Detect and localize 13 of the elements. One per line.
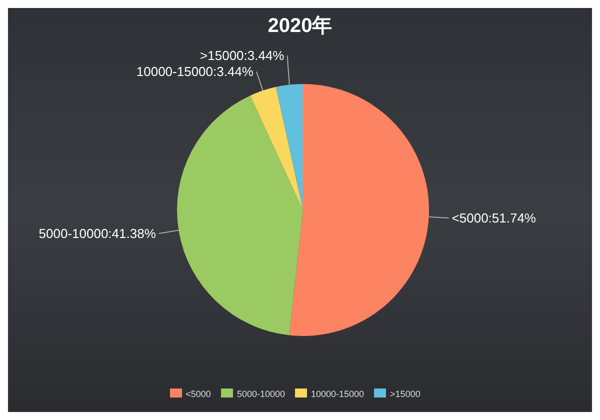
pie-slice [289, 84, 429, 336]
data-label: 10000-15000:3.44% [136, 64, 254, 80]
legend-label: <5000 [186, 389, 211, 399]
pie-slice [250, 86, 303, 210]
legend-label: 5000-10000 [236, 389, 285, 399]
pie-slice [276, 84, 303, 210]
legend-label: 10000-15000 [310, 389, 364, 399]
pie-slice [177, 96, 303, 336]
legend-label: >15000 [390, 389, 420, 399]
data-label: >15000:3.44% [200, 48, 285, 64]
chart-title: 2020年 [268, 15, 332, 37]
data-label: <5000:51.74% [452, 210, 536, 226]
data-label: 5000-10000:41.38% [38, 226, 156, 241]
